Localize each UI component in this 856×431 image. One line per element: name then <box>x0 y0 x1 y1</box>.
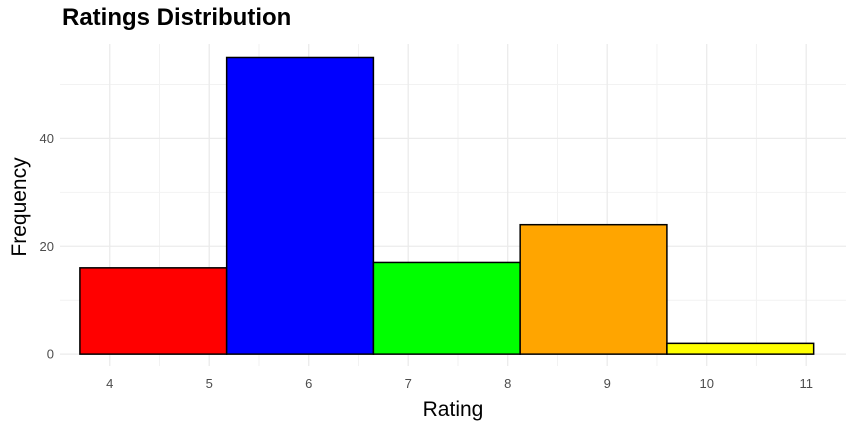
x-tick-label: 4 <box>106 376 113 391</box>
x-tick-label: 7 <box>405 376 412 391</box>
histogram-bar <box>225 56 375 355</box>
x-tick-label: 6 <box>305 376 312 391</box>
x-axis-ticks: 4 5 6 7 8 9 10 11 <box>106 376 813 391</box>
y-axis-ticks: 0 20 40 <box>40 131 54 362</box>
y-tick-label: 20 <box>40 239 54 254</box>
histogram-bar <box>79 267 228 355</box>
histogram-bar <box>666 342 815 355</box>
x-tick-label: 11 <box>799 376 813 391</box>
x-tick-label: 5 <box>206 376 213 391</box>
x-tick-label: 8 <box>504 376 511 391</box>
histogram-bar <box>519 223 668 355</box>
y-axis-title: Frequency <box>8 157 31 257</box>
x-axis-title: Rating <box>423 398 484 421</box>
histogram-bar <box>372 261 521 355</box>
chart-title: Ratings Distribution <box>62 4 292 31</box>
y-tick-label: 0 <box>47 347 54 362</box>
x-tick-label: 10 <box>699 376 713 391</box>
histogram-bars <box>79 56 815 355</box>
x-tick-label: 9 <box>604 376 611 391</box>
y-tick-label: 40 <box>40 131 54 146</box>
